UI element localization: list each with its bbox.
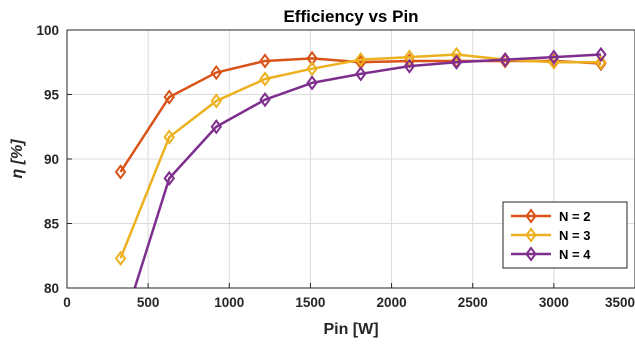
series-3-point [354, 66, 367, 82]
x-axis-label: Pin [W] [323, 321, 378, 338]
x-tick-label: 3000 [539, 295, 569, 310]
series-2-point [595, 54, 607, 70]
series-2-line [119, 53, 601, 259]
y-tick-label: 100 [36, 23, 59, 38]
y-tick-label: 85 [44, 217, 60, 232]
x-tick-label: 3500 [605, 295, 635, 310]
legend-label: N = 3 [559, 228, 590, 243]
series-3 [133, 46, 607, 288]
x-tick-label: 2500 [458, 295, 488, 310]
x-tick-label: 1000 [214, 295, 244, 310]
series-3-point [210, 119, 223, 135]
x-tick-label: 500 [137, 295, 160, 310]
legend-label: N = 4 [559, 247, 591, 262]
y-tick-label: 80 [44, 281, 59, 296]
series-3-point [450, 54, 463, 70]
chart-title: Efficiency vs Pin [283, 7, 418, 26]
series-2-point [114, 250, 127, 266]
series-3-line [133, 53, 601, 288]
y-tick-label: 90 [44, 152, 59, 167]
series-2-point [210, 93, 223, 109]
series-2-point [259, 71, 271, 87]
y-axis-label: η [%] [9, 139, 26, 179]
x-tick-label: 2000 [377, 295, 407, 310]
series-1-point [163, 89, 175, 105]
series-2-point [403, 49, 416, 65]
x-tick-label: 0 [63, 295, 71, 310]
legend-marker [525, 246, 537, 262]
y-tick-label: 95 [44, 88, 60, 103]
series-3-point [499, 52, 511, 68]
series-3-point [595, 46, 607, 63]
ticks: 0 500 1000 1500 2000 2500 3000 3500 80 85 90 95 100 [36, 23, 635, 310]
series-3-point [306, 75, 318, 91]
series-1-point [210, 64, 223, 81]
series-2-point [163, 129, 175, 145]
legend-marker [525, 227, 537, 243]
series-1-point [259, 53, 271, 69]
series-layer [114, 46, 607, 288]
x-tick-label: 1500 [295, 295, 325, 310]
legend-marker [525, 208, 537, 224]
series-1-point [306, 50, 318, 67]
series-2-point [306, 61, 318, 77]
series-1-point [114, 164, 127, 180]
series-3-point [259, 91, 271, 108]
series-3-point [548, 49, 560, 65]
legend: N = 2 N = 3 N = 4 [502, 201, 628, 269]
series-3-point [403, 58, 416, 74]
series-2-point [354, 52, 367, 68]
series-1-line [119, 57, 601, 173]
series-2-point [450, 46, 463, 63]
series-3-point [163, 170, 175, 187]
legend-label: N = 2 [559, 209, 590, 224]
